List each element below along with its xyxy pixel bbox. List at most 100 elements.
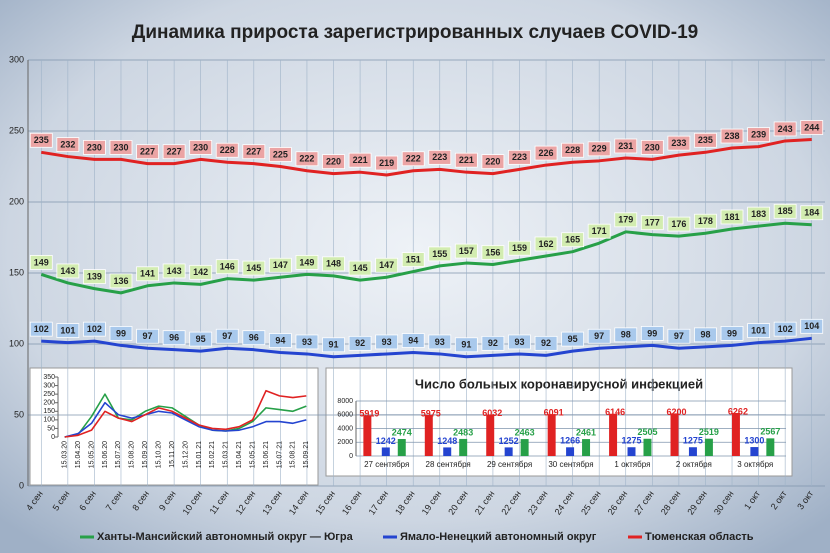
- data-label: 102: [87, 324, 102, 334]
- data-label: 1275: [683, 436, 703, 446]
- x-tick-label: 15.09.20: [142, 441, 149, 468]
- y-tick-label: 8000: [337, 398, 353, 405]
- data-label-box: [268, 257, 292, 273]
- data-label: 230: [87, 142, 102, 152]
- y-tick-label: 4000: [337, 425, 353, 432]
- data-label: 97: [594, 331, 604, 341]
- data-label-box: [136, 328, 159, 344]
- data-label: 230: [645, 142, 660, 152]
- data-label: 239: [751, 129, 766, 139]
- data-label: 101: [751, 325, 766, 335]
- y-tick-label: 150: [43, 408, 55, 415]
- data-label: 2567: [760, 427, 780, 437]
- data-line: [64, 389, 307, 438]
- legend-label: Ханты-Мансийский автономный округ — Югра: [97, 531, 354, 543]
- data-label-box: [614, 212, 638, 228]
- x-tick-label: 15.06.20: [102, 441, 109, 468]
- bar: [766, 438, 775, 456]
- data-label: 99: [727, 328, 737, 338]
- x-tick-label: 15.07.20: [115, 441, 122, 468]
- data-line: [41, 336, 812, 359]
- data-label-box: [189, 264, 213, 280]
- inset-title: Число больных коронавирусной инфекцией: [415, 376, 703, 391]
- data-label-box: [747, 127, 770, 143]
- data-label-box: [348, 260, 372, 276]
- bar: [424, 414, 433, 456]
- data-label: 99: [116, 328, 126, 338]
- x-tick-label: 15.01.21: [196, 441, 203, 468]
- data-label-box: [401, 151, 425, 167]
- data-label-box: [454, 337, 478, 353]
- data-label: 227: [140, 147, 155, 157]
- data-label: 178: [698, 216, 713, 226]
- y-tick-label: 150: [9, 267, 24, 277]
- x-tick-label: 15.03.20: [62, 441, 69, 468]
- data-label: 223: [432, 152, 447, 162]
- data-label: 232: [60, 139, 75, 149]
- y-tick-label: 0: [19, 480, 24, 490]
- data-label: 233: [671, 138, 686, 148]
- y-tick-label: 300: [43, 382, 55, 389]
- y-tick-label: 6000: [337, 412, 353, 419]
- data-label: 219: [379, 158, 394, 168]
- data-label-box: [587, 141, 611, 157]
- data-label-box: [614, 138, 638, 154]
- data-label: 151: [406, 254, 421, 264]
- data-label-box: [800, 205, 824, 221]
- data-label: 141: [140, 269, 155, 279]
- data-label-box: [162, 144, 186, 160]
- bar: [486, 414, 495, 456]
- data-label: 228: [565, 145, 580, 155]
- data-label: 93: [435, 337, 445, 347]
- bar: [670, 413, 679, 456]
- data-label: 104: [804, 321, 819, 331]
- data-label: 183: [751, 209, 766, 219]
- x-tick-label: 30 сентября: [548, 460, 593, 469]
- data-label: 2519: [699, 427, 719, 437]
- data-label: 231: [618, 141, 633, 151]
- data-label: 147: [379, 260, 394, 270]
- inset-frame: [325, 367, 793, 477]
- y-tick-label: 100: [43, 417, 55, 424]
- data-label-box: [136, 144, 159, 160]
- x-tick-label: 15.03.21: [223, 441, 230, 468]
- data-label: 220: [485, 156, 500, 166]
- data-line: [64, 393, 307, 438]
- x-tick-label: 15.05.20: [88, 441, 95, 468]
- data-label: 149: [34, 257, 49, 267]
- bar: [582, 439, 591, 456]
- data-label: 97: [222, 331, 232, 341]
- y-tick-label: 100: [9, 338, 24, 348]
- data-label: 145: [246, 263, 261, 273]
- data-label: 91: [329, 340, 339, 350]
- data-label-box: [322, 154, 345, 170]
- data-label-box: [640, 139, 664, 155]
- data-label: 5975: [421, 408, 441, 418]
- data-label: 229: [592, 144, 607, 154]
- data-label: 146: [220, 262, 235, 272]
- data-label-box: [773, 203, 797, 219]
- y-tick-label: 250: [9, 125, 24, 135]
- x-tick-label: 15.08.21: [290, 441, 297, 468]
- data-label: 157: [459, 246, 474, 256]
- data-label-box: [587, 328, 611, 344]
- y-tick-label: 50: [14, 409, 24, 419]
- data-label: 243: [778, 124, 793, 134]
- x-tick-label: 15.09.21: [303, 441, 310, 468]
- x-tick-label: 28 сентября: [426, 460, 471, 469]
- data-label-box: [268, 147, 292, 162]
- data-label-box: [162, 330, 186, 346]
- data-label: 221: [353, 155, 368, 165]
- data-label-box: [720, 326, 744, 341]
- data-label-box: [242, 144, 266, 160]
- data-label: 165: [565, 235, 580, 245]
- data-label-box: [83, 321, 106, 337]
- data-label: 142: [193, 267, 208, 277]
- data-label: 244: [804, 122, 819, 132]
- data-label: 1248: [437, 436, 457, 446]
- data-label: 2463: [515, 427, 535, 437]
- data-label-box: [242, 260, 266, 276]
- data-label: 230: [113, 142, 128, 152]
- data-label: 228: [220, 145, 235, 155]
- data-label: 2474: [392, 427, 412, 437]
